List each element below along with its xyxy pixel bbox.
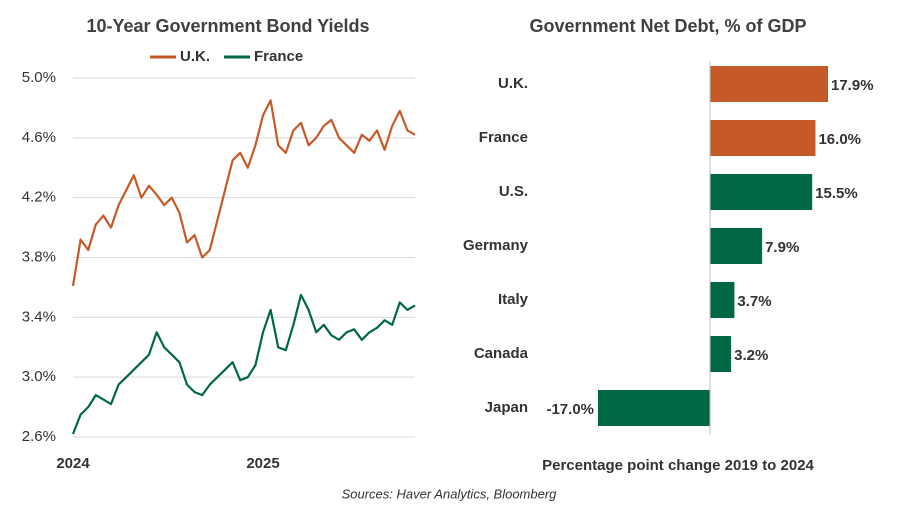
category-label: Germany [463, 237, 529, 254]
x-axis-label: Percentage point change 2019 to 2024 [542, 457, 814, 474]
line-series [71, 293, 416, 435]
bar [710, 282, 735, 318]
bar [710, 228, 763, 264]
y-tick-label: 4.2% [22, 189, 56, 206]
x-tick-label: 2025 [246, 455, 279, 472]
value-label: 16.0% [818, 131, 861, 148]
category-label: Italy [498, 291, 529, 308]
y-tick-label: 3.0% [22, 368, 56, 385]
legend-label: France [254, 48, 303, 65]
y-tick-label: 3.8% [22, 248, 56, 265]
y-tick-label: 5.0% [22, 69, 56, 86]
chart-title: 10-Year Government Bond Yields [86, 16, 369, 36]
value-label: 3.7% [737, 293, 771, 310]
category-label: U.K. [498, 75, 528, 92]
value-label: 17.9% [831, 77, 874, 94]
chart-title: Government Net Debt, % of GDP [529, 16, 806, 36]
value-label: 3.2% [734, 347, 768, 364]
legend-label: U.K. [180, 48, 210, 65]
bar [710, 66, 828, 102]
category-label: U.S. [499, 183, 528, 200]
line-series [71, 99, 416, 287]
y-tick-label: 4.6% [22, 129, 56, 146]
bar [598, 390, 711, 426]
category-label: France [479, 129, 528, 146]
y-tick-label: 3.4% [22, 308, 56, 325]
source: Sources: Haver Analytics, Bloomberg [342, 486, 558, 501]
bar [710, 174, 813, 210]
category-label: Japan [485, 399, 528, 416]
category-label: Canada [474, 345, 529, 362]
bar [710, 120, 816, 156]
y-tick-label: 2.6% [22, 428, 56, 445]
value-label: 7.9% [765, 239, 799, 256]
bar [710, 336, 732, 372]
value-label: -17.0% [546, 401, 594, 418]
value-label: 15.5% [815, 185, 858, 202]
x-tick-label: 2024 [56, 455, 90, 472]
